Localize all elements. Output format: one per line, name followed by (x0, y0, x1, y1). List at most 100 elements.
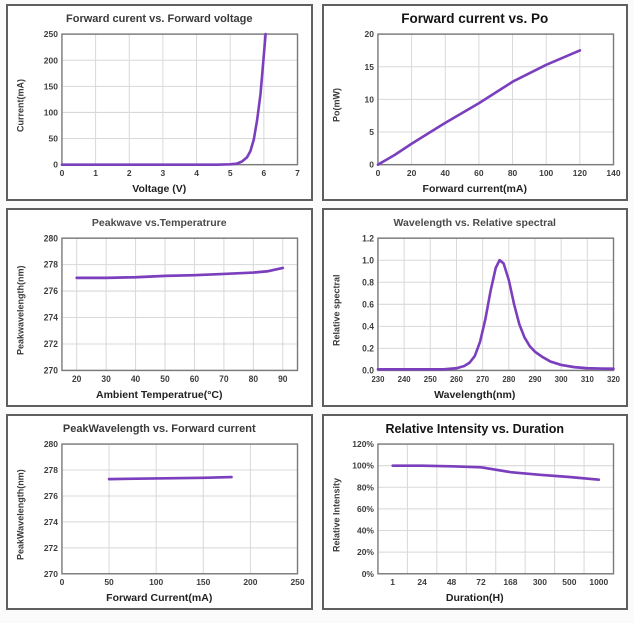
svg-text:20%: 20% (356, 547, 373, 557)
svg-text:274: 274 (44, 517, 58, 527)
svg-text:300: 300 (554, 375, 568, 384)
svg-text:7: 7 (295, 168, 300, 178)
svg-text:10: 10 (364, 94, 374, 104)
y-axis-label: Po(mW) (331, 88, 341, 123)
svg-text:1.0: 1.0 (362, 255, 374, 265)
x-axis-label: Duration(H) (445, 592, 504, 604)
chart-canvas: 0 50 100 150 200 250 0 1 2 3 4 5 6 7 (44, 29, 300, 178)
svg-text:1000: 1000 (589, 577, 608, 587)
svg-text:270: 270 (44, 365, 58, 375)
svg-text:0: 0 (369, 160, 374, 170)
svg-text:0.4: 0.4 (362, 321, 374, 331)
chart-canvas: 270 272 274 276 278 280 0 50 100 150 200 250 (44, 439, 305, 587)
svg-text:260: 260 (449, 375, 463, 384)
svg-text:278: 278 (44, 260, 58, 270)
svg-text:20: 20 (364, 29, 374, 39)
svg-text:250: 250 (44, 29, 58, 39)
svg-text:320: 320 (607, 375, 621, 384)
svg-text:280: 280 (44, 233, 58, 243)
svg-text:200: 200 (243, 577, 257, 587)
chart-panel-intensity-duration: Relative Intensity vs. Duration Relative… (321, 414, 628, 610)
svg-text:20: 20 (406, 168, 416, 178)
svg-text:70: 70 (219, 374, 229, 384)
svg-text:100: 100 (539, 168, 553, 178)
svg-text:0.2: 0.2 (362, 343, 374, 353)
chart-panel-peakwavelength-if: PeakWavelength vs. Forward current PeakW… (6, 414, 313, 610)
svg-text:50: 50 (160, 374, 170, 384)
x-axis-label: Forward current(mA) (422, 183, 527, 195)
svg-text:60: 60 (474, 168, 484, 178)
svg-text:50: 50 (104, 577, 114, 587)
svg-text:140: 140 (606, 168, 620, 178)
chart-title: Wavelength vs. Relative spectral (393, 217, 556, 229)
svg-text:5: 5 (369, 127, 374, 137)
chart-body: PeakWavelength(nm) 270 272 274 276 278 280 0 50… (13, 439, 306, 591)
svg-text:272: 272 (44, 543, 58, 553)
svg-text:100: 100 (149, 577, 163, 587)
chart-panel-if-vf: Forward curent vs. Forward voltage Curre… (6, 4, 313, 201)
svg-text:100%: 100% (352, 461, 374, 471)
svg-text:24: 24 (417, 577, 427, 587)
svg-text:250: 250 (290, 577, 304, 587)
chart-body: Peakwavelength(nm) 270 272 274 276 278 280 20 3… (13, 233, 306, 388)
svg-text:6: 6 (262, 168, 267, 178)
chart-panel-if-po: Forward current vs. Po Po(mW) 0 5 10 15 20 0 2… (321, 4, 628, 201)
chart-title: PeakWavelength vs. Forward current (62, 423, 256, 435)
chart-panel-peakwave-temp: Peakwave vs.Temperatrure Peakwavelength(… (6, 208, 313, 407)
svg-text:270: 270 (44, 569, 58, 579)
svg-text:250: 250 (423, 375, 437, 384)
svg-text:90: 90 (278, 374, 288, 384)
chart-panel-spectrum: Wavelength vs. Relative spectral Relativ… (321, 208, 628, 407)
svg-text:80: 80 (249, 374, 259, 384)
svg-text:0%: 0% (361, 569, 374, 579)
svg-text:290: 290 (528, 375, 542, 384)
svg-text:5: 5 (228, 168, 233, 178)
y-axis-label: Relative spectral (331, 274, 341, 347)
chart-body: Po(mW) 0 5 10 15 20 0 20 40 60 80 100 120 140 (329, 29, 622, 182)
svg-text:0.8: 0.8 (362, 277, 374, 287)
svg-text:3: 3 (161, 168, 166, 178)
chart-canvas: 0% 20% 40% 60% 80% 100% 120% 1 24 48 72 168 300 500 10… (352, 439, 614, 587)
x-axis-label: Voltage (V) (132, 183, 187, 195)
y-axis-label: PeakWavelength(nm) (15, 469, 26, 561)
svg-text:4: 4 (194, 168, 199, 178)
svg-text:50: 50 (49, 134, 59, 144)
svg-text:278: 278 (44, 465, 58, 475)
chart-canvas: 0.0 0.2 0.4 0.6 0.8 1.0 1.2 230 240 250 260 270 280 2… (362, 233, 621, 384)
svg-text:80%: 80% (356, 482, 373, 492)
svg-text:2: 2 (127, 168, 132, 178)
chart-canvas: 270 272 274 276 278 280 20 30 40 50 60 70 80 90 (44, 233, 299, 384)
svg-text:60%: 60% (356, 504, 373, 514)
y-axis-label: Current(mA) (15, 79, 26, 132)
chart-title: Forward curent vs. Forward voltage (66, 13, 253, 25)
svg-text:0: 0 (375, 168, 380, 178)
svg-text:0.6: 0.6 (362, 299, 374, 309)
svg-text:1: 1 (93, 168, 98, 178)
svg-text:30: 30 (101, 374, 111, 384)
svg-text:0: 0 (53, 160, 58, 170)
svg-text:500: 500 (562, 577, 576, 587)
svg-text:1.2: 1.2 (362, 233, 374, 243)
y-axis-label: Peakwavelength(nm) (15, 265, 26, 356)
svg-text:310: 310 (580, 375, 594, 384)
svg-text:1: 1 (390, 577, 395, 587)
svg-text:168: 168 (503, 577, 517, 587)
chart-canvas: 0 5 10 15 20 0 20 40 60 80 100 120 140 (364, 29, 620, 178)
svg-text:48: 48 (446, 577, 456, 587)
x-axis-label: Forward Current(mA) (106, 592, 213, 604)
x-axis-label: Wavelength(nm) (434, 389, 516, 401)
svg-text:280: 280 (502, 375, 516, 384)
svg-text:280: 280 (44, 439, 58, 449)
y-axis-label: Relative Intensity (331, 477, 341, 553)
svg-text:40: 40 (131, 374, 141, 384)
svg-text:150: 150 (44, 81, 58, 91)
x-axis-label: Ambient Temperatrue(°C) (95, 389, 223, 401)
svg-text:150: 150 (196, 577, 210, 587)
svg-text:300: 300 (532, 577, 546, 587)
svg-text:276: 276 (44, 286, 58, 296)
svg-text:0.0: 0.0 (362, 365, 374, 375)
svg-text:40: 40 (440, 168, 450, 178)
chart-title: Relative Intensity vs. Duration (385, 422, 565, 436)
chart-title: Peakwave vs.Temperatrure (91, 217, 227, 229)
